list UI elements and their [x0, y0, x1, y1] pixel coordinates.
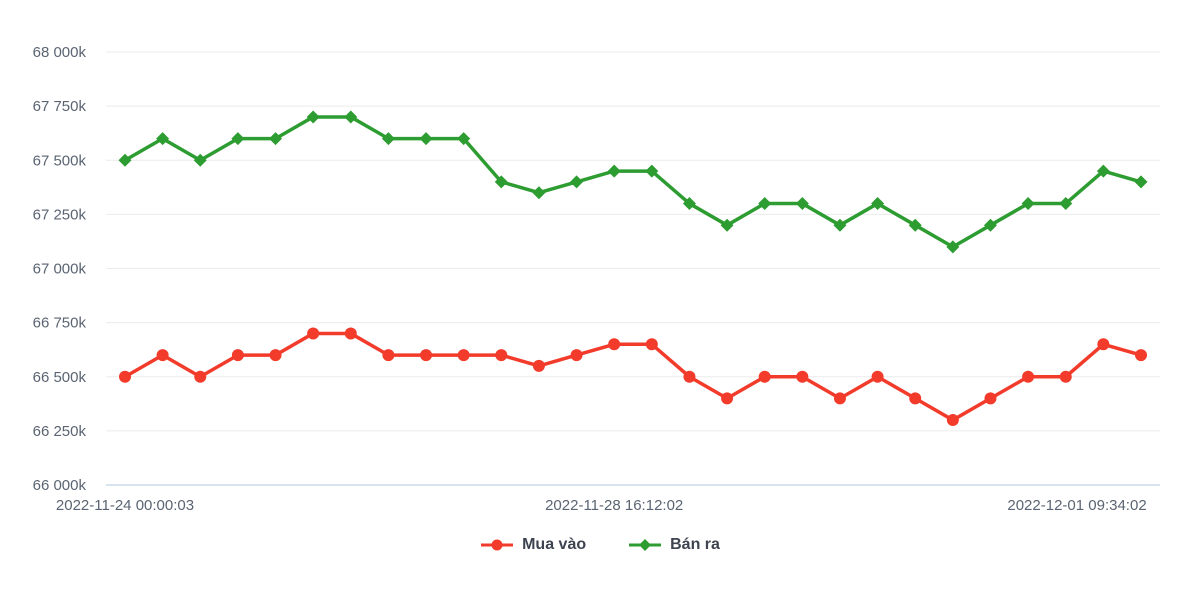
y-tick-label: 66 250k — [33, 423, 87, 440]
legend-item-ban-ra[interactable]: Bán ra — [628, 536, 720, 554]
data-point-diamond[interactable] — [833, 218, 847, 232]
data-point-circle[interactable] — [1097, 338, 1110, 351]
data-point-diamond[interactable] — [1096, 164, 1110, 178]
data-point-circle[interactable] — [721, 392, 734, 405]
data-point-circle[interactable] — [420, 349, 433, 362]
data-point-diamond[interactable] — [607, 164, 621, 178]
data-point-diamond[interactable] — [306, 110, 320, 124]
y-tick-label: 66 000k — [33, 477, 87, 494]
y-tick-label: 67 000k — [33, 261, 87, 278]
data-point-circle[interactable] — [156, 349, 169, 362]
y-tick-label: 67 250k — [33, 206, 87, 223]
data-point-diamond[interactable] — [983, 218, 997, 232]
y-axis-labels: 68 000k 67 750k 67 500k 67 250k 67 000k 66 75… — [33, 44, 87, 494]
data-point-diamond[interactable] — [193, 153, 207, 167]
data-point-circle[interactable] — [1059, 370, 1072, 383]
data-point-diamond[interactable] — [156, 132, 170, 146]
data-point-circle[interactable] — [758, 370, 771, 383]
y-tick-label: 67 750k — [33, 98, 87, 115]
data-point-diamond[interactable] — [795, 197, 809, 211]
legend-label-ban-ra: Bán ra — [670, 536, 720, 553]
y-tick-label: 68 000k — [33, 44, 87, 61]
series-mua-vao[interactable] — [119, 327, 1147, 427]
data-point-circle[interactable] — [871, 370, 884, 383]
data-point-diamond[interactable] — [1059, 197, 1073, 211]
data-point-circle[interactable] — [382, 349, 395, 362]
legend-item-mua-vao[interactable]: Mua vào — [480, 536, 586, 554]
data-point-diamond[interactable] — [682, 197, 696, 211]
x-tick-label: 2022-11-28 16:12:02 — [545, 497, 683, 514]
x-tick-label: 2022-11-24 00:00:03 — [56, 497, 194, 514]
data-point-diamond[interactable] — [269, 132, 283, 146]
data-point-circle[interactable] — [984, 392, 997, 405]
data-point-circle[interactable] — [570, 349, 583, 362]
x-axis-labels: 2022-11-24 00:00:03 2022-11-28 16:12:02 20… — [56, 497, 1147, 514]
data-point-diamond[interactable] — [570, 175, 584, 189]
series-ban-ra[interactable] — [118, 110, 1148, 254]
y-tick-label: 66 500k — [33, 369, 87, 386]
data-point-circle[interactable] — [833, 392, 846, 405]
data-point-diamond[interactable] — [494, 175, 508, 189]
grid-lines — [106, 51, 1160, 486]
series-line — [123, 331, 1143, 422]
price-chart-svg[interactable]: 68 000k 67 750k 67 500k 67 250k 67 000k 66 75… — [0, 0, 1200, 524]
ban-ra-line-diamond-icon — [629, 539, 662, 551]
data-point-diamond[interactable] — [457, 132, 471, 146]
data-point-diamond[interactable] — [1021, 197, 1035, 211]
data-point-diamond[interactable] — [946, 240, 960, 254]
data-point-circle[interactable] — [796, 370, 809, 383]
data-point-circle[interactable] — [946, 414, 959, 427]
data-point-circle[interactable] — [909, 392, 922, 405]
data-point-diamond[interactable] — [419, 132, 433, 146]
data-point-diamond[interactable] — [532, 186, 546, 200]
mua-vao-line-circle-icon — [481, 539, 514, 551]
data-point-diamond[interactable] — [231, 132, 245, 146]
data-point-circle[interactable] — [344, 327, 357, 340]
data-point-circle[interactable] — [269, 349, 282, 362]
data-point-circle[interactable] — [231, 349, 244, 362]
data-point-circle[interactable] — [1135, 349, 1147, 362]
data-point-diamond[interactable] — [118, 153, 132, 167]
data-point-diamond[interactable] — [871, 197, 885, 211]
data-point-circle[interactable] — [608, 338, 621, 351]
data-point-diamond[interactable] — [645, 164, 659, 178]
data-point-diamond[interactable] — [1134, 175, 1148, 189]
data-point-circle[interactable] — [1022, 370, 1035, 383]
data-point-diamond[interactable] — [381, 132, 395, 146]
data-point-circle[interactable] — [645, 338, 658, 351]
data-point-diamond[interactable] — [758, 197, 772, 211]
data-point-circle[interactable] — [457, 349, 470, 362]
data-point-circle[interactable] — [194, 370, 207, 383]
series-line — [123, 115, 1143, 249]
data-point-diamond[interactable] — [344, 110, 358, 124]
y-tick-label: 67 500k — [33, 152, 87, 169]
data-point-circle[interactable] — [119, 370, 131, 383]
data-point-diamond[interactable] — [908, 218, 922, 232]
legend-label-mua-vao: Mua vào — [522, 536, 587, 553]
data-point-circle[interactable] — [683, 370, 696, 383]
data-point-circle[interactable] — [532, 359, 545, 372]
x-tick-label: 2022-12-01 09:34:02 — [1007, 497, 1146, 514]
data-point-circle[interactable] — [307, 327, 320, 340]
y-tick-label: 66 750k — [33, 315, 87, 332]
chart-legend: Mua vào Bán ra — [0, 536, 1200, 554]
data-point-circle[interactable] — [495, 349, 508, 362]
data-point-diamond[interactable] — [720, 218, 734, 232]
